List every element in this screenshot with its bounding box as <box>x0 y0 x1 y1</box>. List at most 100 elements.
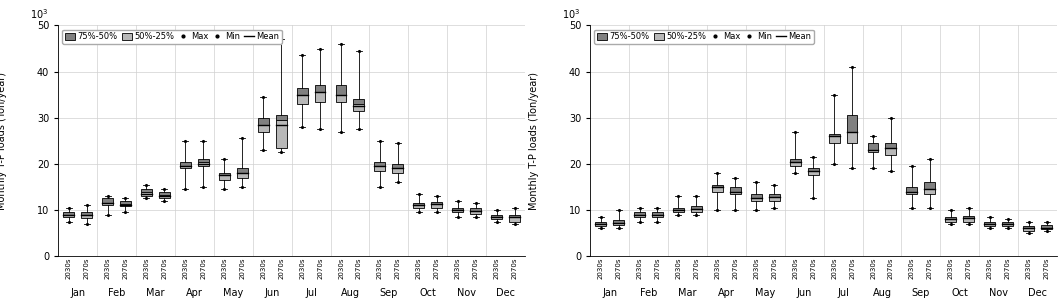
FancyBboxPatch shape <box>142 192 152 196</box>
FancyBboxPatch shape <box>492 215 502 217</box>
FancyBboxPatch shape <box>431 204 443 208</box>
FancyBboxPatch shape <box>730 192 741 194</box>
FancyBboxPatch shape <box>375 166 385 171</box>
FancyBboxPatch shape <box>925 189 935 194</box>
FancyBboxPatch shape <box>375 162 385 166</box>
FancyBboxPatch shape <box>613 223 624 225</box>
FancyBboxPatch shape <box>1024 228 1034 231</box>
FancyBboxPatch shape <box>198 162 209 166</box>
FancyBboxPatch shape <box>509 215 520 217</box>
Legend: 75%-50%, 50%-25%, Max, Min, Mean: 75%-50%, 50%-25%, Max, Min, Mean <box>63 30 282 44</box>
Legend: 75%-50%, 50%-25%, Max, Min, Mean: 75%-50%, 50%-25%, Max, Min, Mean <box>595 30 814 44</box>
FancyBboxPatch shape <box>120 201 131 204</box>
FancyBboxPatch shape <box>180 162 190 166</box>
FancyBboxPatch shape <box>297 95 307 104</box>
FancyBboxPatch shape <box>393 168 403 173</box>
FancyBboxPatch shape <box>414 205 425 208</box>
FancyBboxPatch shape <box>452 208 463 210</box>
FancyBboxPatch shape <box>257 125 269 131</box>
FancyBboxPatch shape <box>335 85 347 95</box>
FancyBboxPatch shape <box>353 104 364 111</box>
FancyBboxPatch shape <box>808 168 818 171</box>
FancyBboxPatch shape <box>509 217 520 221</box>
FancyBboxPatch shape <box>885 148 896 155</box>
FancyBboxPatch shape <box>847 131 858 143</box>
FancyBboxPatch shape <box>925 182 935 189</box>
FancyBboxPatch shape <box>946 217 957 219</box>
FancyBboxPatch shape <box>159 192 170 195</box>
FancyBboxPatch shape <box>81 212 92 215</box>
FancyBboxPatch shape <box>470 208 481 211</box>
FancyBboxPatch shape <box>219 173 230 175</box>
FancyBboxPatch shape <box>257 118 269 125</box>
FancyBboxPatch shape <box>353 99 364 104</box>
Text: $10^3$: $10^3$ <box>30 7 49 21</box>
FancyBboxPatch shape <box>789 159 801 162</box>
FancyBboxPatch shape <box>1041 228 1052 229</box>
FancyBboxPatch shape <box>963 218 975 221</box>
FancyBboxPatch shape <box>219 175 230 180</box>
FancyBboxPatch shape <box>769 194 780 197</box>
FancyBboxPatch shape <box>691 206 702 209</box>
FancyBboxPatch shape <box>198 159 209 162</box>
FancyBboxPatch shape <box>808 171 818 175</box>
FancyBboxPatch shape <box>102 203 113 205</box>
Y-axis label: Monthly T-P loads (Ton/year): Monthly T-P loads (Ton/year) <box>529 72 538 210</box>
FancyBboxPatch shape <box>907 192 917 194</box>
FancyBboxPatch shape <box>652 215 663 217</box>
FancyBboxPatch shape <box>963 216 975 218</box>
FancyBboxPatch shape <box>81 215 92 218</box>
FancyBboxPatch shape <box>276 115 286 120</box>
FancyBboxPatch shape <box>335 95 347 102</box>
FancyBboxPatch shape <box>847 115 858 131</box>
FancyBboxPatch shape <box>867 143 879 150</box>
FancyBboxPatch shape <box>237 173 248 178</box>
FancyBboxPatch shape <box>1002 221 1013 224</box>
FancyBboxPatch shape <box>180 166 190 168</box>
Y-axis label: Monthly T-P loads (Ton/year): Monthly T-P loads (Ton/year) <box>0 72 6 210</box>
FancyBboxPatch shape <box>613 220 624 223</box>
FancyBboxPatch shape <box>984 221 995 224</box>
FancyBboxPatch shape <box>907 187 917 192</box>
FancyBboxPatch shape <box>595 224 606 226</box>
FancyBboxPatch shape <box>414 203 425 205</box>
FancyBboxPatch shape <box>829 136 839 143</box>
FancyBboxPatch shape <box>237 168 248 173</box>
FancyBboxPatch shape <box>789 162 801 166</box>
FancyBboxPatch shape <box>470 211 481 214</box>
FancyBboxPatch shape <box>315 85 326 92</box>
FancyBboxPatch shape <box>867 150 879 152</box>
FancyBboxPatch shape <box>63 215 74 217</box>
FancyBboxPatch shape <box>595 221 606 224</box>
FancyBboxPatch shape <box>712 187 722 192</box>
FancyBboxPatch shape <box>634 215 645 217</box>
FancyBboxPatch shape <box>276 120 286 148</box>
FancyBboxPatch shape <box>492 217 502 219</box>
FancyBboxPatch shape <box>159 195 170 199</box>
FancyBboxPatch shape <box>674 210 684 212</box>
FancyBboxPatch shape <box>1002 224 1013 226</box>
FancyBboxPatch shape <box>297 88 307 95</box>
FancyBboxPatch shape <box>712 185 722 187</box>
FancyBboxPatch shape <box>946 219 957 221</box>
FancyBboxPatch shape <box>751 199 762 201</box>
FancyBboxPatch shape <box>1024 226 1034 228</box>
FancyBboxPatch shape <box>730 187 741 192</box>
FancyBboxPatch shape <box>63 212 74 215</box>
FancyBboxPatch shape <box>652 212 663 215</box>
FancyBboxPatch shape <box>142 189 152 192</box>
FancyBboxPatch shape <box>393 164 403 168</box>
FancyBboxPatch shape <box>691 209 702 212</box>
FancyBboxPatch shape <box>102 199 113 203</box>
Text: $10^3$: $10^3$ <box>562 7 581 21</box>
FancyBboxPatch shape <box>829 134 839 136</box>
FancyBboxPatch shape <box>751 194 762 199</box>
FancyBboxPatch shape <box>452 210 463 212</box>
FancyBboxPatch shape <box>885 143 896 148</box>
FancyBboxPatch shape <box>769 197 780 201</box>
FancyBboxPatch shape <box>120 204 131 206</box>
FancyBboxPatch shape <box>984 224 995 226</box>
FancyBboxPatch shape <box>315 92 326 102</box>
FancyBboxPatch shape <box>674 208 684 210</box>
FancyBboxPatch shape <box>1041 225 1052 228</box>
